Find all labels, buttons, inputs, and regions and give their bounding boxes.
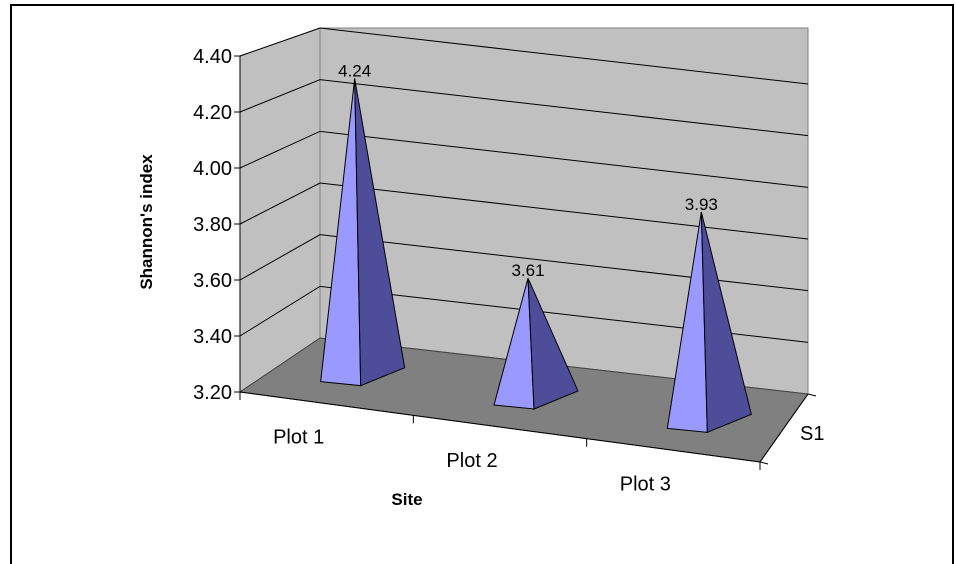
- gridline: [239, 79, 809, 137]
- y-tick-label: 3.40: [193, 326, 232, 348]
- gridline: [239, 27, 809, 85]
- data-label: 4.24: [338, 61, 371, 80]
- data-label: 3.61: [511, 261, 544, 280]
- x-tick-label: Plot 1: [273, 427, 324, 449]
- y-axis-title: Shannon's index: [137, 154, 156, 290]
- y-tick-label: 4.40: [193, 46, 232, 68]
- data-label: 3.93: [685, 195, 718, 214]
- side-wall: [239, 27, 321, 393]
- depth-tick-mark: [807, 393, 817, 397]
- pyramid-chart: 3.203.403.603.804.004.204.40 Plot 1Plot …: [137, 27, 824, 509]
- x-axis-ticks: Plot 1 Plot 2 Plot 3: [239, 391, 817, 495]
- gridline: [239, 130, 809, 188]
- y-tick-label: 4.00: [193, 158, 232, 180]
- y-axis-ticks: 3.20 3.40 3.60 3.80 4.00 4.20 4.40: [193, 46, 241, 404]
- data-labels: 4.24 3.61 3.93: [338, 61, 718, 280]
- x-tick-label: Plot 3: [620, 473, 671, 495]
- x-axis-title: Site: [391, 490, 422, 509]
- gridline: [239, 182, 809, 240]
- x-tick-label: Plot 2: [446, 450, 497, 472]
- pyramid-side-face: [700, 211, 752, 434]
- y-tick-label: 3.60: [193, 270, 232, 292]
- pyramid-side-face: [527, 277, 579, 410]
- pyramid-side-face: [354, 78, 406, 387]
- series-axis-label: S1: [800, 423, 824, 445]
- y-tick-label: 3.20: [193, 382, 232, 404]
- y-tick-label: 3.80: [193, 214, 232, 236]
- depth-axis-line: [759, 393, 809, 463]
- gridline: [239, 234, 809, 292]
- pyramid-marks: [320, 78, 752, 434]
- gridline: [239, 285, 809, 343]
- depth-tick-mark: [759, 461, 769, 465]
- gridlines: [239, 27, 809, 343]
- y-tick-label: 4.20: [193, 102, 232, 124]
- x-axis-line: [239, 391, 761, 463]
